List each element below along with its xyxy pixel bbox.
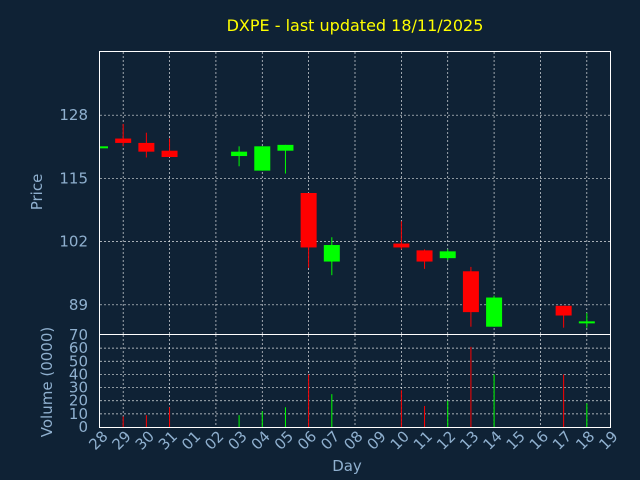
candle-body — [277, 144, 294, 151]
price-tick-label: 102 — [59, 233, 88, 251]
candle-series — [100, 123, 595, 328]
candle-body — [138, 142, 155, 152]
candle-body — [100, 146, 108, 149]
candle-body — [555, 305, 572, 316]
candle-body — [254, 146, 271, 171]
volume-tick-label: 0 — [78, 418, 88, 436]
volume-tick-label: 50 — [69, 352, 88, 370]
price-axis-ticks: 89 102 115 128 — [59, 106, 88, 314]
volume-grid — [100, 335, 610, 427]
volume-tick-label: 20 — [69, 392, 88, 410]
volume-tick-label: 10 — [69, 405, 88, 423]
day-axis-label: Day — [332, 457, 362, 475]
volume-tick-label: 40 — [69, 365, 88, 383]
candle-body — [578, 321, 595, 324]
candle-body — [393, 243, 410, 248]
candle-body — [323, 245, 340, 262]
chart-title: DXPE - last updated 18/11/2025 — [227, 16, 484, 35]
volume-axis-label: Volume (0000) — [38, 327, 56, 437]
candle-body — [486, 297, 503, 327]
candle-body — [115, 138, 132, 143]
candle-body — [462, 271, 479, 313]
candle-body — [300, 193, 317, 248]
price-axis-label: Price — [28, 174, 46, 211]
candle-body — [231, 151, 248, 157]
volume-tick-label: 30 — [69, 379, 88, 397]
day-tick-label: 19 — [595, 427, 621, 453]
candle-body — [416, 250, 433, 262]
candle-body — [439, 251, 456, 259]
volume-tick-label: 60 — [69, 339, 88, 357]
candle-body — [161, 150, 178, 158]
price-tick-label: 115 — [59, 169, 88, 187]
volume-tick-label: 70 — [69, 326, 88, 344]
day-axis-ticks: 2829303101020304050607080910111213141516… — [85, 427, 621, 453]
price-grid — [100, 52, 610, 334]
volume-panel-frame — [99, 334, 611, 428]
volume-series — [122, 346, 588, 427]
price-tick-label: 89 — [69, 296, 88, 314]
price-tick-label: 128 — [59, 106, 88, 124]
